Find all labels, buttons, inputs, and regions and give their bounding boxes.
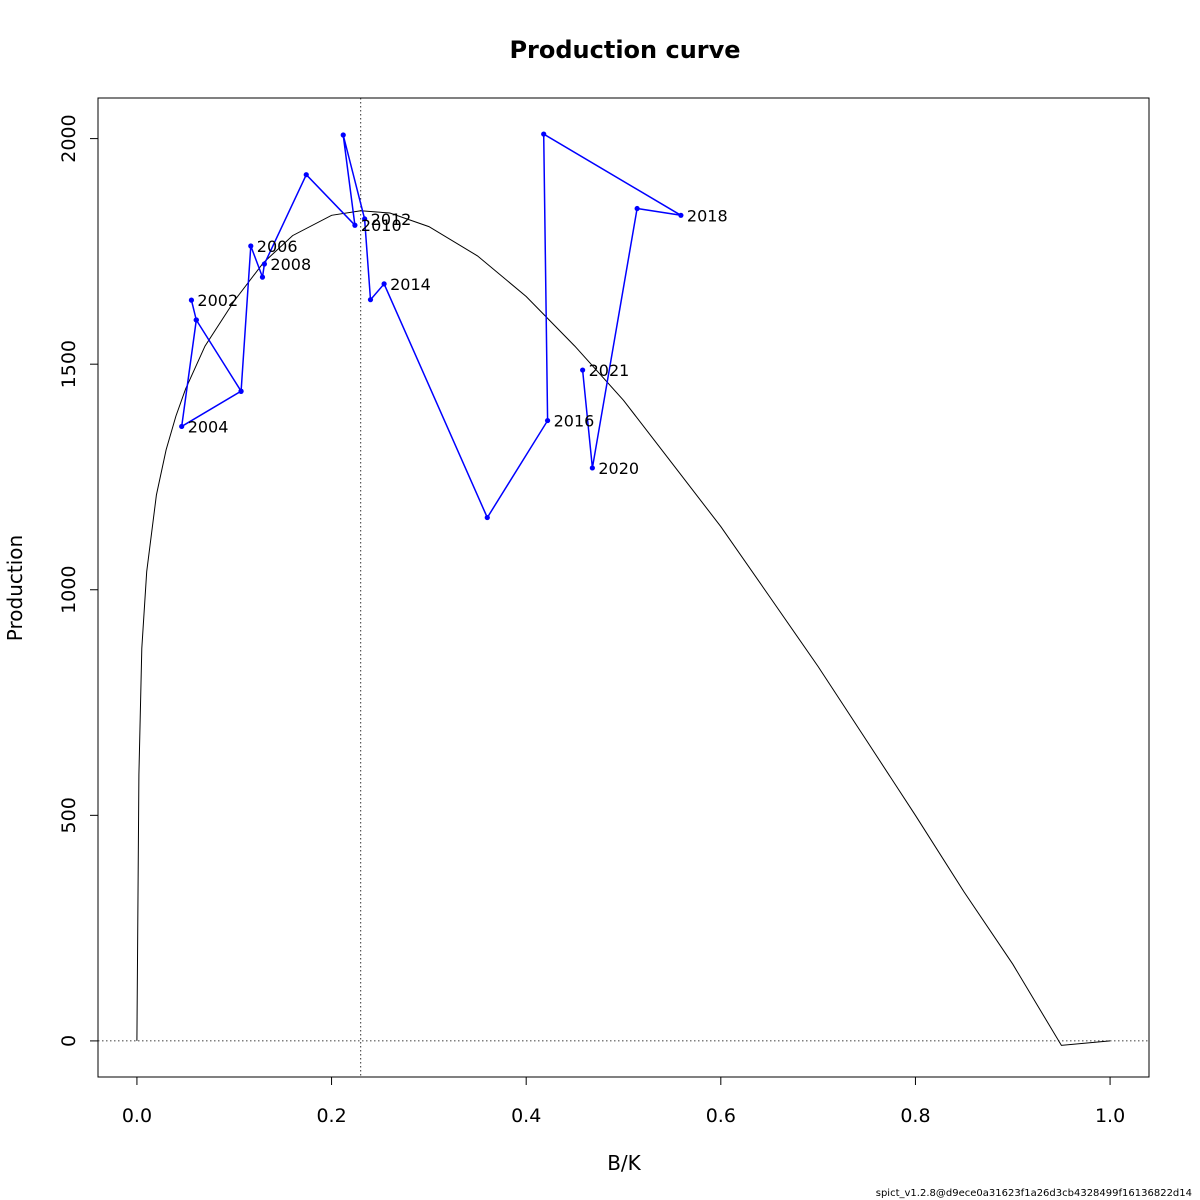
- y-tick-label: 500: [58, 797, 80, 833]
- data-point: [340, 132, 346, 138]
- x-tick-label: 0.8: [900, 1105, 930, 1127]
- year-label: 2021: [589, 361, 630, 380]
- data-point: [188, 297, 195, 303]
- data-point: [261, 261, 268, 267]
- data-point: [248, 243, 254, 249]
- data-point: [580, 367, 586, 373]
- data-point: [362, 216, 368, 222]
- data-point: [484, 514, 490, 521]
- data-point: [589, 465, 595, 471]
- year-label: 2006: [257, 237, 298, 256]
- x-tick-label: 0.4: [511, 1105, 541, 1127]
- year-label: 2004: [188, 417, 229, 436]
- year-label: 2012: [371, 210, 412, 229]
- data-point: [541, 131, 547, 137]
- year-label: 2020: [598, 459, 639, 478]
- data-point: [381, 281, 387, 287]
- data-point: [303, 172, 309, 178]
- reference-lines: [98, 98, 1149, 1077]
- chart-title: Production curve: [509, 36, 740, 64]
- y-axis-label: Production: [3, 535, 27, 641]
- theoretical-production-curve: [136, 210, 1111, 1046]
- year-label: 2014: [390, 275, 431, 294]
- plot-frame: [97, 97, 1150, 1078]
- year-labels: 2002200420062008201020122014201620182020…: [188, 206, 728, 478]
- x-tick-label: 1.0: [1095, 1105, 1125, 1127]
- y-axis: 0 500 1000 1500 2000: [58, 114, 99, 1047]
- year-label: 2016: [554, 412, 595, 431]
- data-point: [678, 212, 684, 218]
- x-tick-label: 0.2: [316, 1105, 346, 1127]
- series-line: [180, 132, 682, 520]
- data-point: [259, 274, 266, 280]
- data-point: [238, 388, 244, 394]
- data-point: [179, 423, 185, 430]
- data-point: [544, 417, 551, 424]
- y-tick-label: 1000: [58, 566, 80, 614]
- x-tick-label: 0.6: [706, 1105, 736, 1127]
- x-axis-label: B/K: [607, 1151, 641, 1175]
- year-label: 2002: [197, 291, 238, 310]
- year-label: 2018: [687, 206, 728, 225]
- data-point: [367, 297, 374, 303]
- year-label: 2008: [270, 255, 311, 274]
- y-tick-label: 1500: [58, 340, 80, 388]
- footnote: spict_v1.2.8@d9ece0a31623f1a26d3cb432849…: [876, 1188, 1192, 1199]
- y-tick-label: 2000: [58, 114, 80, 162]
- x-axis: 0.0 0.2 0.4 0.6 0.8 1.0: [122, 1076, 1125, 1127]
- x-tick-label: 0.0: [122, 1105, 152, 1127]
- series-points: [179, 131, 684, 521]
- data-point: [193, 317, 199, 323]
- year-label: 2010: [361, 216, 402, 235]
- y-tick-label: 0: [58, 1035, 80, 1047]
- data-point: [634, 205, 640, 212]
- data-point: [352, 222, 358, 228]
